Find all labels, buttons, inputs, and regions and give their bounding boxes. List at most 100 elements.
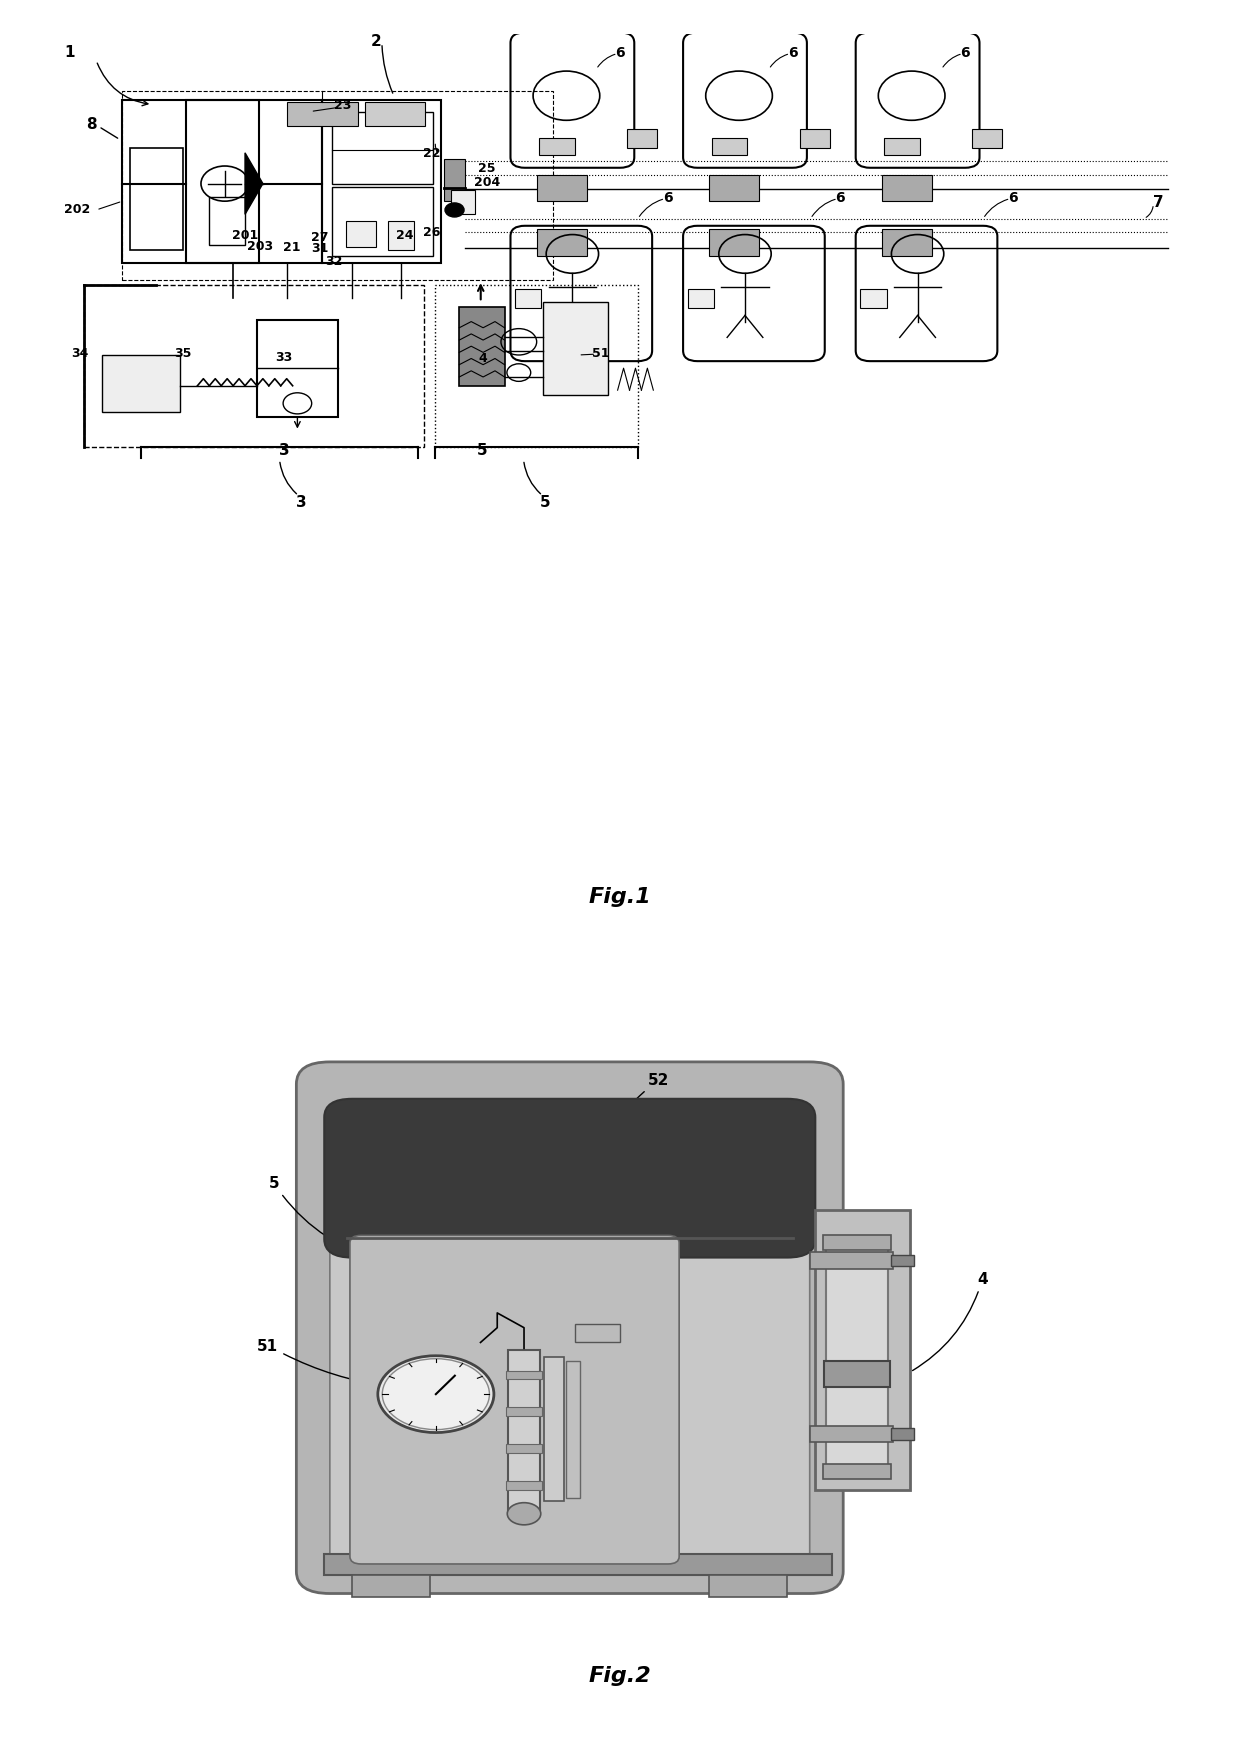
Text: 6: 6 (787, 46, 797, 60)
Text: 3: 3 (295, 495, 306, 510)
Text: 6: 6 (615, 46, 625, 60)
Text: 25: 25 (477, 162, 496, 176)
Text: 31: 31 (311, 242, 329, 255)
Bar (388, 223, 414, 251)
Bar (366, 102, 425, 128)
Bar (516, 290, 542, 309)
Bar (823, 1465, 892, 1479)
Bar (861, 290, 887, 309)
Text: 1: 1 (64, 46, 76, 60)
Text: 8: 8 (86, 118, 97, 132)
Text: 6: 6 (836, 192, 844, 204)
Bar (823, 1235, 892, 1251)
Bar (210, 199, 246, 246)
Circle shape (382, 1358, 490, 1430)
Text: 22: 22 (423, 148, 440, 160)
Bar (544, 1358, 564, 1500)
Text: 7: 7 (1153, 195, 1163, 209)
Bar (352, 1576, 430, 1597)
Text: 23: 23 (334, 98, 351, 112)
Bar (825, 1362, 890, 1386)
Text: 51: 51 (593, 346, 610, 360)
Bar (826, 1239, 888, 1476)
Bar (506, 1481, 542, 1490)
Bar (712, 139, 748, 156)
FancyBboxPatch shape (350, 1235, 680, 1564)
Text: 4: 4 (479, 351, 487, 365)
Bar (506, 1370, 542, 1379)
Text: 24: 24 (396, 228, 413, 242)
Bar (129, 149, 184, 251)
Bar (325, 1555, 832, 1576)
Bar (459, 307, 505, 387)
Text: 5: 5 (539, 495, 551, 510)
FancyBboxPatch shape (325, 1100, 816, 1258)
Bar (286, 102, 358, 128)
Bar (688, 290, 714, 309)
Bar (322, 100, 441, 264)
Text: 201: 201 (232, 228, 258, 242)
Bar (537, 230, 587, 257)
Text: Fig.1: Fig.1 (589, 886, 651, 907)
Bar (537, 176, 587, 202)
Bar (892, 1428, 914, 1441)
Bar (972, 130, 1002, 149)
Bar (332, 188, 433, 257)
Bar (882, 176, 932, 202)
Bar (186, 100, 322, 264)
Bar (332, 112, 433, 184)
Circle shape (378, 1356, 494, 1432)
Circle shape (445, 204, 464, 218)
Bar (543, 302, 608, 395)
Bar (709, 230, 759, 257)
Text: 6: 6 (1008, 192, 1018, 204)
Text: 202: 202 (64, 202, 91, 216)
Polygon shape (246, 155, 263, 216)
Text: 52: 52 (577, 1072, 670, 1177)
Bar (800, 130, 830, 149)
Text: 35: 35 (175, 346, 192, 360)
Bar (123, 100, 259, 264)
Bar (508, 1349, 539, 1513)
Text: 2: 2 (371, 33, 382, 49)
Bar (257, 320, 337, 418)
Text: 33: 33 (275, 351, 293, 364)
Bar (884, 139, 920, 156)
Bar (709, 1576, 787, 1597)
Bar (882, 230, 932, 257)
Text: 3: 3 (279, 443, 290, 457)
Bar (451, 190, 475, 216)
Bar (892, 1254, 914, 1267)
Text: 5: 5 (269, 1175, 383, 1262)
Text: 32: 32 (326, 255, 343, 267)
Text: 6: 6 (961, 46, 970, 60)
Text: 5: 5 (476, 443, 487, 457)
Circle shape (507, 1502, 541, 1525)
Bar (816, 1211, 910, 1490)
Bar (810, 1427, 893, 1442)
Text: 203: 203 (248, 241, 274, 253)
Bar (444, 160, 465, 202)
Text: 34: 34 (71, 346, 88, 360)
Text: 204: 204 (474, 176, 500, 190)
Text: 6: 6 (663, 192, 672, 204)
Text: 21: 21 (283, 241, 300, 255)
FancyBboxPatch shape (296, 1063, 843, 1594)
Bar (84, 285, 424, 448)
Text: 4: 4 (913, 1272, 988, 1370)
FancyBboxPatch shape (330, 1211, 810, 1571)
Bar (346, 221, 376, 248)
Bar (506, 1444, 542, 1453)
Bar (575, 1325, 620, 1342)
Text: Fig.2: Fig.2 (589, 1666, 651, 1685)
Bar (506, 1407, 542, 1416)
Bar (810, 1253, 893, 1269)
Bar (102, 357, 180, 413)
Bar (709, 176, 759, 202)
Text: 51: 51 (257, 1339, 388, 1386)
Text: 27: 27 (311, 230, 329, 244)
Bar (123, 91, 553, 281)
Bar (627, 130, 657, 149)
Text: 26: 26 (423, 225, 440, 239)
Bar (567, 1362, 580, 1497)
